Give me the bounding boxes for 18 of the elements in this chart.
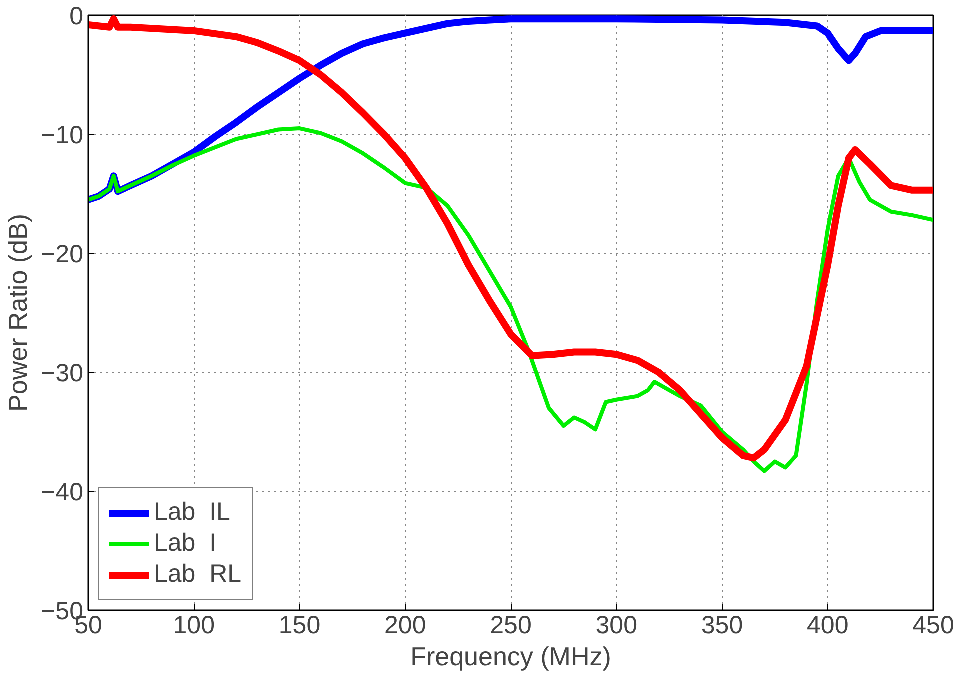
x-tick-label: 200 — [384, 612, 426, 640]
y-axis-title: Power Ratio (dB) — [3, 214, 34, 412]
x-tick-label: 250 — [490, 612, 532, 640]
x-tick-label: 450 — [912, 612, 954, 640]
x-tick-label: 400 — [807, 612, 849, 640]
y-tick-label: 0 — [70, 2, 84, 30]
y-tick-label: −30 — [41, 360, 84, 388]
x-tick-label: 100 — [173, 612, 215, 640]
x-tick-label: 300 — [596, 612, 638, 640]
legend-label: Lab IL — [154, 498, 230, 527]
y-tick-label: −20 — [41, 240, 84, 268]
x-tick-label: 350 — [701, 612, 744, 640]
y-tick-label: −40 — [41, 478, 84, 506]
x-axis-title: Frequency (MHz) — [410, 642, 612, 672]
legend-label: Lab RL — [154, 560, 242, 589]
x-tick-label: 150 — [278, 612, 321, 640]
y-tick-label: −10 — [41, 122, 84, 150]
legend-label: Lab I — [154, 529, 217, 558]
